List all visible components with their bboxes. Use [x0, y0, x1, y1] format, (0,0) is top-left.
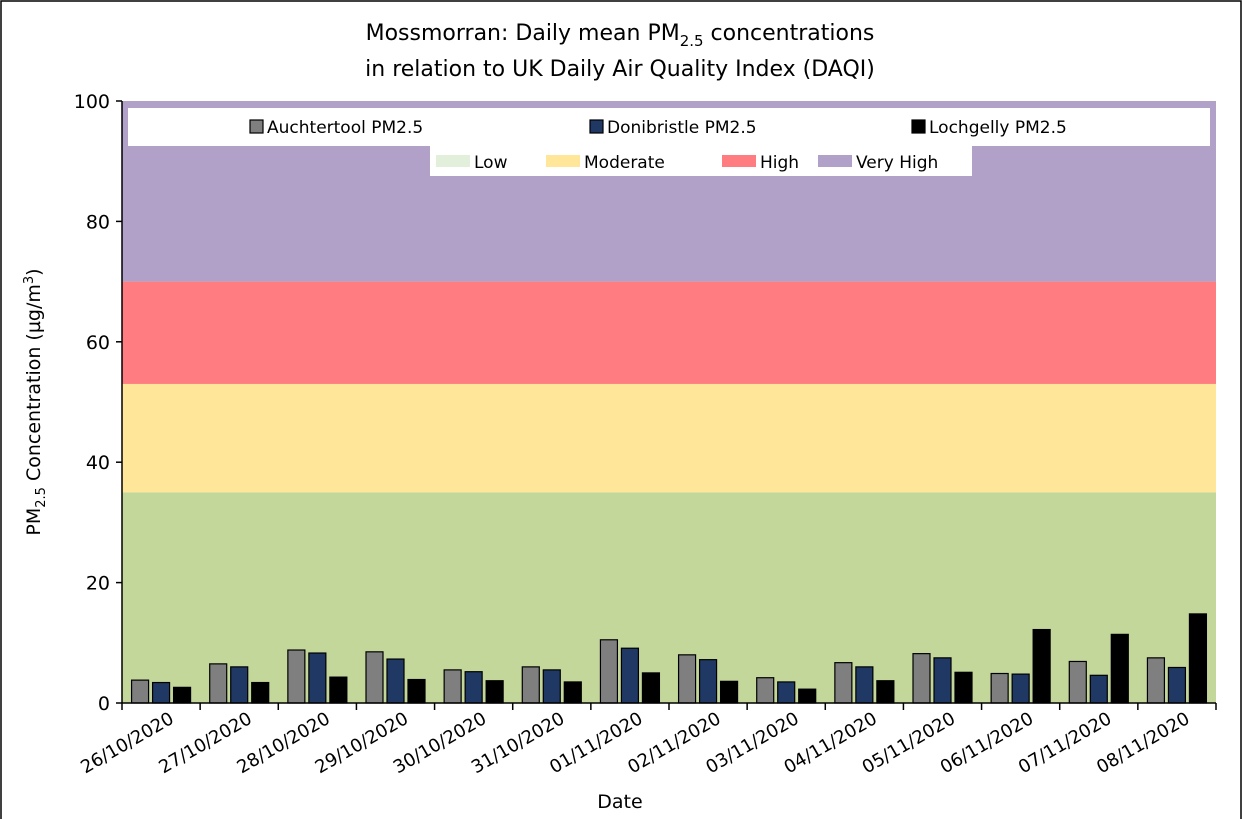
bar — [719, 680, 739, 704]
bar — [209, 663, 228, 704]
bar — [443, 669, 462, 704]
bar — [834, 662, 853, 704]
y-tick-label: 40 — [86, 452, 110, 474]
legend-swatch — [436, 155, 470, 167]
y-tick-label: 20 — [86, 573, 110, 595]
legend-swatch — [911, 119, 926, 134]
y-tick-label: 60 — [86, 332, 110, 354]
legend-label: Moderate — [584, 153, 665, 173]
bar — [1068, 660, 1087, 704]
legend-label: Donibristle PM2.5 — [607, 118, 757, 138]
bar — [756, 677, 775, 704]
bar — [130, 679, 150, 704]
bar — [1011, 673, 1030, 704]
bar — [777, 681, 796, 704]
x-axis-label: Date — [597, 791, 642, 813]
bar — [329, 676, 348, 704]
bar — [1089, 674, 1108, 704]
bar — [365, 651, 384, 704]
bar — [954, 671, 973, 704]
chart-title: in relation to UK Daily Air Quality Inde… — [365, 57, 875, 82]
bar — [485, 680, 504, 704]
y-tick-label: 0 — [98, 693, 110, 715]
bar — [521, 666, 540, 704]
bar — [1146, 657, 1166, 704]
legend-swatch — [546, 155, 580, 167]
bar — [1032, 628, 1051, 704]
y-tick-label: 80 — [86, 211, 110, 233]
y-tick-label: 100 — [74, 91, 110, 113]
legend-swatch — [818, 155, 852, 167]
legend-swatch — [722, 155, 756, 167]
legend-swatch — [589, 119, 604, 134]
bar — [464, 671, 483, 704]
legend-label: Lochgelly PM2.5 — [929, 118, 1067, 138]
ylabel-part: ) — [23, 268, 45, 275]
bar — [172, 686, 192, 704]
title-part: concentrations — [704, 21, 875, 46]
bar — [542, 669, 561, 704]
aqi-band — [122, 281, 1216, 384]
bar — [876, 680, 895, 704]
bar — [855, 666, 874, 704]
legend-label: High — [760, 153, 799, 173]
bar — [308, 652, 327, 704]
y-axis-label: PM2.5 Concentration (µg/m3) — [22, 268, 49, 535]
bar — [287, 649, 306, 704]
bar — [1188, 613, 1208, 704]
bar — [990, 672, 1009, 704]
bar — [386, 658, 405, 704]
bar — [407, 678, 426, 704]
bar — [563, 681, 582, 704]
bar — [151, 681, 171, 704]
ylabel-sup: 3 — [22, 276, 37, 284]
legend-label: Low — [474, 153, 508, 173]
bar — [620, 647, 640, 704]
bar — [933, 657, 952, 704]
legend-box — [430, 146, 972, 176]
ylabel-part: Concentration (µg/m — [23, 284, 45, 487]
aqi-band — [122, 492, 1216, 703]
ylabel-sub: 2.5 — [34, 487, 49, 508]
bar — [230, 666, 249, 704]
legend-label: Auchtertool PM2.5 — [267, 118, 423, 138]
legend-label: Very High — [856, 153, 938, 173]
legend-box — [128, 108, 1210, 146]
bar — [698, 659, 718, 704]
title-part: Mossmorran: Daily mean PM — [366, 21, 680, 46]
bar — [641, 672, 661, 704]
legend-swatch — [249, 119, 264, 134]
bar — [912, 653, 931, 704]
bar — [251, 681, 270, 704]
ylabel-part: PM — [23, 508, 45, 536]
chart-title: Mossmorran: Daily mean PM2.5 concentrati… — [366, 21, 875, 50]
title-sub: 2.5 — [680, 32, 704, 50]
aqi-band — [122, 383, 1216, 493]
bar — [798, 688, 817, 704]
bar — [677, 654, 697, 704]
bar — [599, 639, 619, 704]
bar — [1167, 666, 1187, 704]
bar — [1110, 633, 1129, 704]
